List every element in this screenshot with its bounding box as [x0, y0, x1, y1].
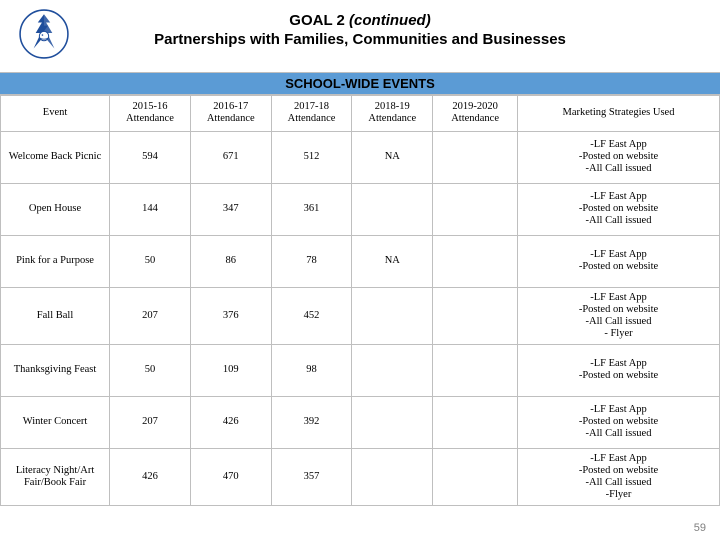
- cell-2018-19: [352, 396, 433, 448]
- cell-2015-16: 207: [110, 396, 191, 448]
- cell-2017-18: 98: [271, 344, 352, 396]
- cell-2019-20: [433, 183, 518, 235]
- cell-2016-17: 347: [190, 183, 271, 235]
- cell-marketing: -LF East App-Posted on website: [518, 344, 720, 396]
- cell-2019-20: [433, 344, 518, 396]
- cell-marketing: -LF East App-Posted on website-All Call …: [518, 396, 720, 448]
- header-2017-18: 2017-18 Attendance: [271, 95, 352, 131]
- cell-2016-17: 86: [190, 235, 271, 287]
- header-2016-17: 2016-17 Attendance: [190, 95, 271, 131]
- cell-event: Literacy Night/Art Fair/Book Fair: [1, 448, 110, 505]
- header-2018-19: 2018-19 Attendance: [352, 95, 433, 131]
- cell-2018-19: NA: [352, 131, 433, 183]
- cell-marketing: -LF East App-Posted on website-All Call …: [518, 448, 720, 505]
- cell-2019-20: [433, 448, 518, 505]
- table-row: Fall Ball207376452 -LF East App-Posted on…: [1, 287, 720, 344]
- cell-2016-17: 671: [190, 131, 271, 183]
- cell-2015-16: 594: [110, 131, 191, 183]
- header-event: Event: [1, 95, 110, 131]
- cell-2017-18: 512: [271, 131, 352, 183]
- cell-2015-16: 207: [110, 287, 191, 344]
- cell-2017-18: 357: [271, 448, 352, 505]
- cell-2019-20: [433, 235, 518, 287]
- cell-2015-16: 426: [110, 448, 191, 505]
- cell-2017-18: 78: [271, 235, 352, 287]
- cell-2019-20: [433, 287, 518, 344]
- table-row: Welcome Back Picnic594671512NA -LF East A…: [1, 131, 720, 183]
- cell-marketing: -LF East App-Posted on website: [518, 235, 720, 287]
- cell-2019-20: [433, 396, 518, 448]
- cell-2018-19: [352, 287, 433, 344]
- cell-event: Thanksgiving Feast: [1, 344, 110, 396]
- title-line2: Partnerships with Families, Communities …: [0, 31, 720, 50]
- table-row: Pink for a Purpose508678NA -LF East App-P…: [1, 235, 720, 287]
- events-table: Event 2015-16 Attendance 2016-17 Attenda…: [0, 95, 720, 507]
- title-line1b: (continued): [349, 12, 431, 29]
- cell-2018-19: [352, 344, 433, 396]
- cell-event: Welcome Back Picnic: [1, 131, 110, 183]
- cell-marketing: -LF East App-Posted on website-All Call …: [518, 287, 720, 344]
- section-banner: SCHOOL-WIDE EVENTS: [0, 72, 720, 95]
- table-row: Winter Concert207426392 -LF East App-Post…: [1, 396, 720, 448]
- cell-2019-20: [433, 131, 518, 183]
- cell-2016-17: 109: [190, 344, 271, 396]
- cell-2017-18: 452: [271, 287, 352, 344]
- header-2019-20: 2019-2020 Attendance: [433, 95, 518, 131]
- cell-2018-19: [352, 183, 433, 235]
- page-number: 59: [694, 522, 706, 534]
- cell-2016-17: 426: [190, 396, 271, 448]
- cell-2015-16: 50: [110, 235, 191, 287]
- title-line1a: GOAL 2: [289, 12, 349, 29]
- cell-2018-19: [352, 448, 433, 505]
- table-row: Literacy Night/Art Fair/Book Fair4264703…: [1, 448, 720, 505]
- header-marketing: Marketing Strategies Used: [518, 95, 720, 131]
- cell-2016-17: 376: [190, 287, 271, 344]
- school-logo-icon: [18, 8, 70, 60]
- page-title: GOAL 2 (continued) Partnerships with Fam…: [0, 0, 720, 50]
- cell-2017-18: 361: [271, 183, 352, 235]
- cell-2016-17: 470: [190, 448, 271, 505]
- cell-event: Pink for a Purpose: [1, 235, 110, 287]
- cell-marketing: -LF East App-Posted on website-All Call …: [518, 183, 720, 235]
- header-2015-16: 2015-16 Attendance: [110, 95, 191, 131]
- cell-2015-16: 50: [110, 344, 191, 396]
- cell-event: Open House: [1, 183, 110, 235]
- cell-event: Winter Concert: [1, 396, 110, 448]
- cell-2018-19: NA: [352, 235, 433, 287]
- cell-event: Fall Ball: [1, 287, 110, 344]
- table-row: Open House144347361 -LF East App-Posted o…: [1, 183, 720, 235]
- cell-2017-18: 392: [271, 396, 352, 448]
- table-header-row: Event 2015-16 Attendance 2016-17 Attenda…: [1, 95, 720, 131]
- cell-marketing: -LF East App-Posted on website-All Call …: [518, 131, 720, 183]
- cell-2015-16: 144: [110, 183, 191, 235]
- table-row: Thanksgiving Feast5010998 -LF East App-Po…: [1, 344, 720, 396]
